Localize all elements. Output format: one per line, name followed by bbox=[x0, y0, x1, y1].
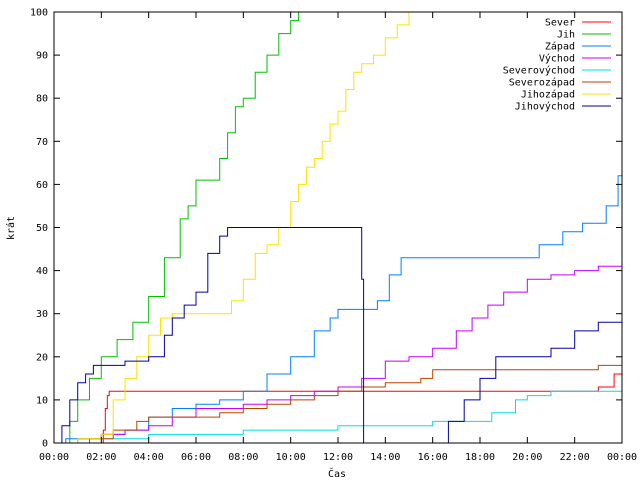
x-tick-label-7: 14:00 bbox=[370, 452, 400, 463]
x-tick-label-3: 06:00 bbox=[181, 452, 211, 463]
x-axis: 00:00 02:00 04:00 06:00 08:00 10:00 12:00 14:00… bbox=[39, 12, 637, 463]
legend-label-4: Severovýchod bbox=[503, 65, 575, 77]
x-tick-label-2: 04:00 bbox=[134, 452, 164, 463]
y-tick-label-2: 20 bbox=[36, 352, 48, 363]
x-axis-label: Čas bbox=[328, 467, 346, 480]
x-tick-label-8: 16:00 bbox=[418, 452, 448, 463]
x-tick-label-10: 20:00 bbox=[512, 452, 542, 463]
plot-series bbox=[54, 12, 623, 444]
legend-label-7: Jihovýchod bbox=[515, 101, 575, 113]
x-tick-label-11: 22:00 bbox=[560, 452, 590, 463]
y-tick-label-0: 0 bbox=[42, 439, 48, 450]
x-tick-label-4: 08:00 bbox=[228, 452, 258, 463]
series-line-2 bbox=[54, 171, 623, 444]
series-line-7 bbox=[54, 227, 622, 444]
legend-label-0: Sever bbox=[545, 18, 575, 29]
y-axis-label: krát bbox=[5, 216, 17, 240]
series-line-3 bbox=[54, 265, 622, 444]
y-tick-label-4: 40 bbox=[36, 266, 48, 277]
series-line-4 bbox=[54, 390, 622, 444]
series-line-1 bbox=[54, 12, 300, 444]
legend-label-1: Jih bbox=[557, 30, 575, 41]
x-tick-label-9: 18:00 bbox=[465, 452, 495, 463]
y-tick-label-8: 80 bbox=[36, 94, 48, 105]
x-tick-label-0: 00:00 bbox=[39, 452, 69, 463]
legend-label-6: Jihozápad bbox=[521, 89, 575, 101]
y-tick-label-10: 100 bbox=[30, 8, 48, 19]
legend: SeverJihZápadVýchodSeverovýchodSeverozáp… bbox=[503, 18, 611, 113]
y-axis: 0 10 20 30 40 50 60 70 80 90 100 bbox=[30, 8, 622, 450]
legend-label-5: Severozápad bbox=[509, 77, 575, 89]
x-tick-label-1: 02:00 bbox=[86, 452, 116, 463]
x-tick-label-12: 00:00 bbox=[607, 452, 637, 463]
y-tick-label-1: 10 bbox=[36, 395, 48, 406]
y-tick-label-5: 50 bbox=[36, 223, 48, 234]
x-tick-label-5: 10:00 bbox=[276, 452, 306, 463]
y-tick-label-3: 30 bbox=[36, 309, 48, 320]
y-tick-label-9: 90 bbox=[36, 51, 48, 62]
series-line-5 bbox=[54, 364, 622, 444]
y-tick-label-7: 70 bbox=[36, 137, 48, 148]
x-tick-label-6: 12:00 bbox=[323, 452, 353, 463]
y-tick-label-6: 60 bbox=[36, 180, 48, 191]
legend-label-2: Západ bbox=[545, 41, 575, 53]
legend-label-3: Východ bbox=[539, 53, 575, 65]
